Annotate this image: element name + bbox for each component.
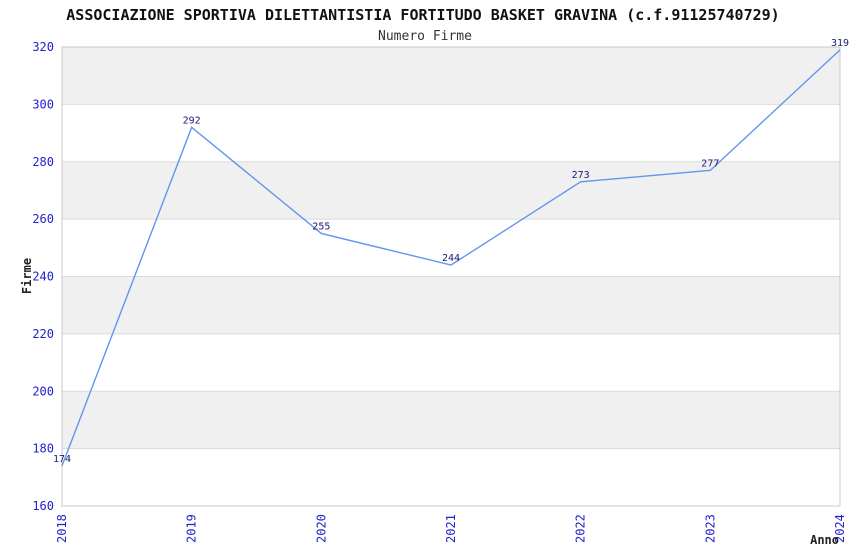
band: [62, 47, 840, 105]
y-tick-label: 180: [32, 442, 54, 456]
point-label: 277: [701, 158, 719, 169]
x-tick-label: 2023: [703, 514, 717, 543]
y-tick-label: 320: [32, 40, 54, 54]
point-label: 255: [312, 221, 330, 232]
y-axis-tick-labels: 160 180 200 220 240 260 280 300 320: [32, 40, 54, 513]
band: [62, 276, 840, 334]
y-tick-label: 200: [32, 384, 54, 398]
point-label: 244: [442, 253, 460, 264]
point-label: 273: [572, 170, 590, 181]
x-axis-tick-labels: 2018 2019 2020 2021 2022 2023 2024: [55, 514, 847, 543]
x-tick-label: 2024: [833, 514, 847, 543]
x-tick-label: 2019: [185, 514, 199, 543]
y-tick-label: 240: [32, 270, 54, 284]
y-tick-label: 160: [32, 499, 54, 513]
x-tick-label: 2022: [574, 514, 588, 543]
y-tick-label: 300: [32, 97, 54, 111]
chart-title: ASSOCIAZIONE SPORTIVA DILETTANTISTIA FOR…: [66, 6, 779, 24]
plot-border: [61, 46, 841, 507]
point-label: 319: [831, 38, 849, 49]
background-bands: [62, 47, 840, 449]
band: [62, 391, 840, 449]
gridlines: [62, 103, 840, 450]
data-line: [61, 49, 841, 467]
chart-subtitle: Numero Firme: [378, 29, 472, 44]
point-label: 174: [53, 454, 71, 465]
x-axis-label: Anno: [810, 533, 839, 547]
point-labels: 174 292 255 244 273 277 319: [53, 38, 849, 465]
point-label: 292: [183, 115, 201, 126]
band: [62, 161, 840, 220]
x-tick-label: 2020: [314, 514, 328, 543]
x-tick-label: 2018: [55, 514, 69, 543]
y-tick-label: 260: [32, 212, 54, 226]
x-tick-label: 2021: [444, 514, 458, 543]
y-tick-label: 280: [32, 155, 54, 169]
y-tick-label: 220: [32, 327, 54, 341]
y-axis-label: Firme: [20, 258, 34, 294]
